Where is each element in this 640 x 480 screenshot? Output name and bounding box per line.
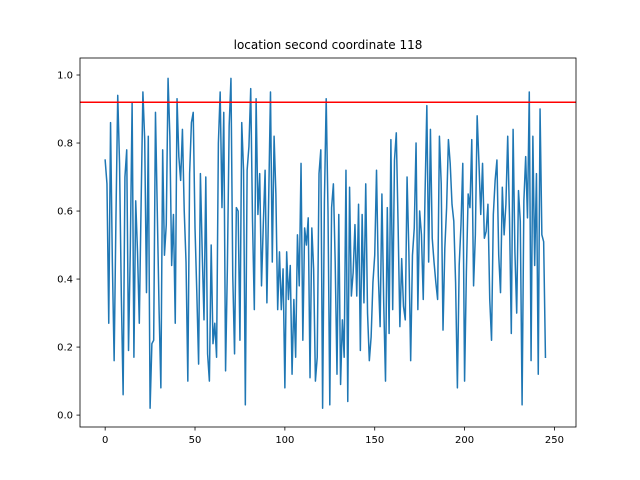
y-tick-label: 1.0 xyxy=(57,71,73,82)
x-tick-label: 200 xyxy=(455,435,474,446)
y-tick-label: 0.8 xyxy=(57,139,73,150)
y-tick-label: 0.2 xyxy=(57,343,73,354)
axes: 0 50 100 150 200 250 0.0 0.2 0.4 0.6 0.8 1.0 xyxy=(57,57,577,446)
y-tick-label: 0.6 xyxy=(57,207,73,218)
axes-frame xyxy=(79,57,577,428)
y-tick-label: 0.0 xyxy=(57,411,73,422)
x-tick-label: 0 xyxy=(102,435,108,446)
x-tick-label: 50 xyxy=(189,435,202,446)
chart-title: location second coordinate 118 xyxy=(234,38,423,52)
plot-area xyxy=(80,58,576,427)
data-series-line xyxy=(104,77,547,410)
x-tick-label: 250 xyxy=(545,435,564,446)
x-tick-label: 100 xyxy=(275,435,294,446)
x-tick-label: 150 xyxy=(365,435,384,446)
y-tick-label: 0.4 xyxy=(57,275,73,286)
